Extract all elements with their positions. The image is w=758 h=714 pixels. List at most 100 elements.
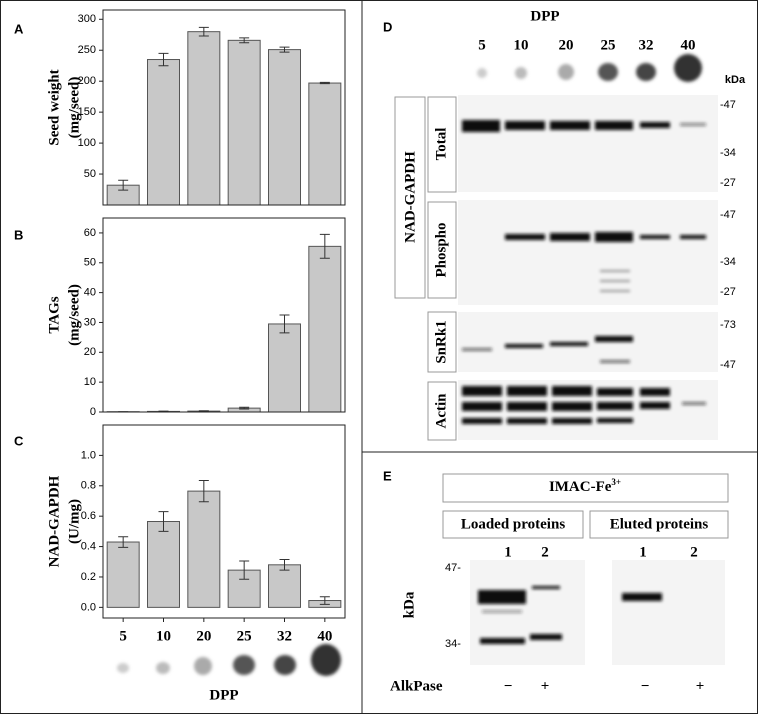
label-box: [427, 381, 457, 441]
y-tick-label: 0.0: [81, 601, 96, 613]
y-tick-label: 60: [84, 227, 96, 239]
group-box: [442, 510, 584, 539]
y-tick-label: 0.8: [81, 480, 96, 492]
bar: [187, 490, 221, 608]
y-tick-label: 150: [78, 106, 96, 118]
y-axis-label: (mg/seed): [66, 284, 82, 346]
header: DPP: [530, 8, 559, 24]
unit: kDa: [725, 74, 746, 86]
error-bar: [319, 596, 330, 605]
error-bar: [239, 406, 250, 410]
bar: [147, 521, 180, 608]
x-tick-label: 25: [237, 628, 252, 644]
title-sup: 3+: [611, 477, 621, 487]
y-tick-label: 10: [84, 376, 96, 388]
marker: -47: [720, 99, 736, 111]
label-box: [394, 96, 426, 299]
panel-label: E: [383, 468, 392, 483]
bar: [187, 31, 221, 206]
bar: [268, 564, 301, 608]
group-label: Eluted proteins: [610, 516, 709, 532]
y-tick-label: 250: [78, 44, 96, 56]
error-bar: [279, 314, 290, 334]
lane-label: 1: [639, 544, 647, 560]
y-tick-label: 40: [84, 287, 96, 299]
error-bar: [239, 37, 250, 44]
marker: -34: [720, 147, 736, 159]
sign: −: [504, 678, 513, 694]
y-tick-label: 50: [84, 168, 96, 180]
lane-label: 32: [639, 37, 654, 53]
blot-label: Phospho: [433, 222, 449, 277]
y-axis-label: TAGs: [46, 296, 62, 333]
marker: -47: [720, 209, 736, 221]
marker: 47-: [445, 562, 461, 574]
marker: -34: [720, 256, 736, 268]
error-bar: [158, 52, 169, 67]
lane-label: 2: [690, 544, 698, 560]
lane-label: 2: [541, 544, 549, 560]
lane-label: 25: [601, 37, 616, 53]
panel-label: A: [14, 21, 24, 36]
lane-label: 40: [681, 37, 696, 53]
plot-frame: [102, 217, 346, 413]
plot-frame: [102, 424, 346, 619]
y-tick-label: 30: [84, 316, 96, 328]
marker: -47: [720, 359, 736, 371]
blot-label: SnRk1: [433, 320, 449, 363]
sign: −: [641, 678, 650, 694]
bar: [147, 59, 180, 206]
label-box: [427, 201, 457, 299]
title-box: [442, 473, 729, 503]
bar: [106, 541, 140, 608]
y-tick-label: 0.4: [81, 540, 96, 552]
y-tick-label: 300: [78, 13, 96, 25]
x-tick-label: 5: [119, 628, 127, 644]
error-bar: [319, 81, 330, 85]
x-tick-label: 20: [196, 628, 211, 644]
group-box: [589, 510, 729, 539]
error-bar: [118, 536, 129, 548]
y-axis-label: Seed weight: [46, 69, 62, 145]
y-tick-label: 100: [78, 137, 96, 149]
seed-images: [117, 54, 702, 676]
marker: -27: [720, 286, 736, 298]
y-axis-label: NAD-GAPDH: [46, 475, 62, 567]
bar: [268, 49, 301, 206]
error-bar: [239, 560, 250, 580]
y-tick-label: 1.0: [81, 449, 96, 461]
error-bar: [198, 26, 209, 37]
y-axis-label: (mg/seed): [66, 77, 82, 139]
x-tick-label: 10: [156, 628, 171, 644]
x-axis-label: DPP: [209, 687, 238, 703]
error-bar: [319, 233, 330, 259]
bar: [227, 39, 261, 206]
y-tick-label: 0: [90, 406, 96, 418]
group-label: NAD-GAPDH: [402, 151, 418, 243]
error-bar: [279, 46, 290, 53]
lane-label: 1: [504, 544, 512, 560]
panel-label: D: [383, 19, 392, 34]
error-bar: [198, 479, 209, 503]
lane-label: 10: [514, 37, 529, 53]
x-tick-label: 32: [277, 628, 292, 644]
group-label: Loaded proteins: [461, 516, 565, 532]
sign: +: [696, 678, 705, 694]
bar: [308, 82, 342, 206]
x-tick-label: 40: [317, 628, 332, 644]
sign: +: [541, 678, 550, 694]
marker: 34-: [445, 638, 461, 650]
plot-frame: [102, 9, 346, 206]
title: IMAC-Fe3+: [549, 477, 621, 495]
y-tick-label: 50: [84, 257, 96, 269]
unit: kDa: [401, 591, 417, 618]
marker: -73: [720, 319, 736, 331]
error-bar: [198, 410, 209, 412]
title-text: IMAC-Fe: [549, 479, 612, 495]
error-bar: [279, 558, 290, 571]
bar: [268, 323, 301, 413]
y-tick-label: 200: [78, 75, 96, 87]
y-tick-label: 0.2: [81, 571, 96, 583]
